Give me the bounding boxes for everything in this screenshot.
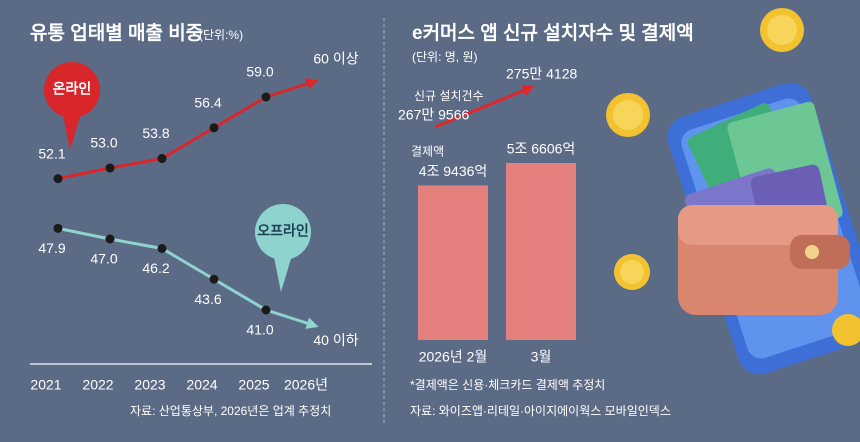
value-label: 56.4 (194, 94, 221, 110)
x-tick-label: 2021 (30, 377, 61, 393)
trend-arrow (265, 308, 319, 329)
value-label: 52.1 (38, 145, 65, 161)
chart-subtitle: (단위:%) (199, 28, 243, 42)
value-label: 47.0 (90, 251, 117, 267)
chart-title: e커머스 앱 신규 설치자수 및 결제액 (412, 22, 694, 44)
point (209, 274, 219, 284)
wallet-illustration (606, 8, 860, 375)
value-label: 5조 6606억 (507, 141, 576, 157)
line (434, 85, 535, 129)
point (157, 243, 167, 253)
point (53, 223, 63, 233)
bar (418, 185, 488, 340)
annotation: 40 이하 (313, 332, 358, 348)
value-label: 46.2 (142, 260, 169, 276)
x-tick-label: 2026년 (284, 377, 328, 393)
x-tick-label: 2024 (186, 377, 217, 393)
value-label: 43.6 (194, 291, 221, 307)
point (105, 234, 115, 244)
legend-bubble (273, 252, 293, 292)
value-label: 267만 9566 (398, 107, 469, 123)
value-label: 275만 4128 (506, 66, 577, 82)
point (157, 154, 167, 164)
chart-subtitle: (단위: 명, 원) (412, 50, 478, 64)
value-label: 59.0 (246, 64, 273, 80)
point (209, 123, 219, 133)
legend-label: 온라인 (53, 81, 92, 97)
point (261, 305, 271, 315)
annotation: 60 이상 (313, 50, 358, 66)
x-tick-label: 2026년 2월 (419, 349, 488, 365)
x-tick-label: 2022 (82, 377, 113, 393)
x-tick-label: 2025 (238, 377, 269, 393)
value-label: 41.0 (246, 322, 273, 338)
point (53, 174, 63, 184)
point (261, 92, 271, 102)
value-label: 53.8 (142, 125, 169, 141)
point (105, 163, 115, 173)
trend-arrow (265, 78, 319, 99)
legend-bubble (44, 62, 100, 118)
x-tick-label: 2023 (134, 377, 165, 393)
footnote: *결제액은 신용·체크카드 결제액 추정치 (410, 378, 605, 392)
series-label: 결제액 (411, 145, 444, 159)
source: 자료: 와이즈앱·리테일·아이지에이웍스 모바일인덱스 (410, 404, 671, 418)
source: 자료: 산업통상부, 2026년은 업계 추정치 (130, 404, 331, 418)
value-label: 53.0 (90, 135, 117, 151)
legend-bubble (255, 204, 311, 260)
bar (506, 163, 576, 340)
value-label: 47.9 (38, 240, 65, 256)
value-label: 4조 9436억 (419, 163, 488, 179)
legend-label: 오프라인 (257, 223, 309, 239)
chart-title: 유통 업태별 매출 비중 (30, 22, 203, 44)
x-tick-label: 3월 (531, 349, 552, 365)
legend-bubble (62, 110, 82, 150)
series-label: 신규 설치건수 (414, 89, 484, 103)
